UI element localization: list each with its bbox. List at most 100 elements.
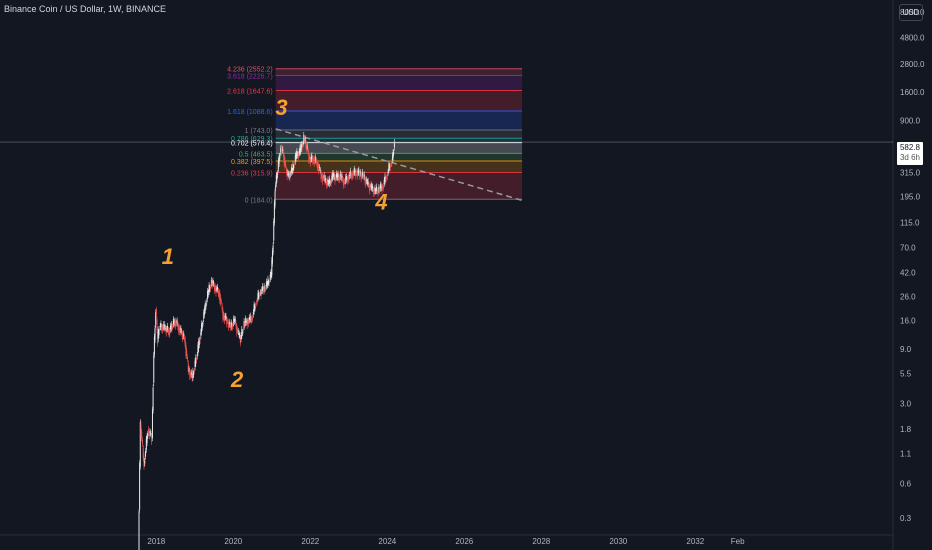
candle-body bbox=[253, 304, 255, 312]
candle-body bbox=[216, 288, 218, 290]
candle-body bbox=[278, 155, 280, 164]
y-tick-label: 5.5 bbox=[900, 370, 912, 379]
candle-body bbox=[307, 150, 309, 152]
candle-body bbox=[226, 319, 228, 325]
candle-body bbox=[195, 357, 197, 364]
candle-body bbox=[178, 327, 180, 332]
fib-level-label: 4.236 (2552.2) bbox=[227, 67, 273, 74]
candle-body bbox=[151, 409, 153, 439]
fib-zone bbox=[275, 161, 523, 173]
candle-body bbox=[255, 302, 257, 304]
y-tick-label: 1600.0 bbox=[900, 88, 925, 97]
candle-body bbox=[386, 177, 388, 179]
candle-body bbox=[349, 170, 351, 176]
candle-body bbox=[328, 183, 330, 184]
candle-body bbox=[152, 387, 154, 411]
candle-body bbox=[389, 165, 391, 168]
x-tick-label: 2026 bbox=[455, 537, 473, 546]
candle-body bbox=[314, 159, 316, 162]
candle-body bbox=[275, 175, 277, 184]
candle-body bbox=[392, 152, 394, 159]
wave-label: 4 bbox=[374, 189, 387, 214]
candle-body bbox=[178, 325, 180, 332]
candle-body bbox=[228, 323, 230, 325]
candle-body bbox=[222, 310, 224, 320]
candle-body bbox=[342, 178, 344, 180]
candle-body bbox=[309, 159, 311, 164]
candle-body bbox=[364, 178, 366, 183]
trendline bbox=[275, 128, 523, 202]
candle-body bbox=[338, 177, 340, 180]
candle-body bbox=[207, 290, 209, 299]
x-tick-label: Feb bbox=[731, 537, 745, 546]
candle-body bbox=[300, 146, 302, 152]
candle-body bbox=[190, 372, 192, 377]
fib-level-label: 0.702 (576.4) bbox=[231, 141, 273, 148]
currency-button[interactable]: USD bbox=[899, 4, 923, 21]
candle-body bbox=[329, 182, 331, 184]
x-tick-label: 2022 bbox=[301, 537, 319, 546]
candle-body bbox=[244, 323, 246, 326]
candle-body bbox=[151, 436, 153, 442]
candle-body bbox=[310, 157, 312, 160]
candle-body bbox=[261, 289, 263, 292]
candle-body bbox=[231, 325, 233, 328]
candle-body bbox=[291, 170, 293, 172]
candle-body bbox=[164, 328, 166, 329]
candle-body bbox=[297, 154, 299, 156]
candle-body bbox=[358, 169, 360, 173]
candle-body bbox=[141, 439, 143, 444]
candle-body bbox=[340, 176, 342, 180]
candle-body bbox=[369, 185, 371, 192]
fib-level-label: 0.236 (315.9) bbox=[231, 170, 273, 177]
candle-body bbox=[324, 179, 326, 183]
candle-body bbox=[312, 158, 314, 162]
candle-body bbox=[342, 179, 344, 186]
candle-body bbox=[217, 286, 219, 290]
candle-body bbox=[221, 305, 223, 310]
candle-body bbox=[316, 162, 318, 168]
candle-body bbox=[149, 431, 151, 433]
candle-body bbox=[180, 328, 182, 331]
candle-body bbox=[203, 308, 205, 315]
candle-body bbox=[329, 178, 331, 185]
candle-body bbox=[331, 175, 333, 180]
candle-body bbox=[199, 340, 201, 342]
x-tick-label: 2030 bbox=[609, 537, 627, 546]
candle-body bbox=[281, 148, 283, 151]
candle-body bbox=[161, 327, 163, 330]
candle-body bbox=[144, 460, 146, 464]
candle-body bbox=[167, 325, 169, 330]
candle-body bbox=[175, 320, 177, 327]
fib-level-label: 0 (184.0) bbox=[245, 197, 273, 204]
candle-body bbox=[346, 178, 348, 182]
candle-body bbox=[176, 320, 178, 324]
fib-zone bbox=[275, 129, 523, 139]
candle-body bbox=[141, 431, 143, 439]
candle-body bbox=[249, 315, 251, 320]
candle-body bbox=[193, 371, 195, 372]
candle-body bbox=[354, 170, 356, 173]
candle-body bbox=[356, 172, 358, 177]
candle-body bbox=[201, 323, 203, 332]
candle-body bbox=[376, 190, 378, 192]
candle-body bbox=[155, 309, 157, 316]
candle-body bbox=[155, 312, 157, 325]
candle-body bbox=[282, 148, 284, 151]
y-tick-label: 1.1 bbox=[900, 449, 912, 458]
last-price-value: 582.8 bbox=[899, 143, 921, 152]
candle-body bbox=[326, 181, 328, 185]
y-tick-label: 900.0 bbox=[900, 116, 921, 125]
candle-body bbox=[168, 330, 170, 335]
candle-body bbox=[273, 221, 275, 241]
candle-body bbox=[360, 174, 362, 180]
candle-body bbox=[297, 154, 299, 159]
candle-body bbox=[142, 447, 144, 459]
candle-body bbox=[212, 280, 214, 283]
candle-body bbox=[289, 175, 291, 179]
candle-body bbox=[230, 322, 232, 328]
candle-body bbox=[242, 331, 244, 334]
candle-body bbox=[366, 181, 368, 183]
candle-body bbox=[210, 279, 212, 285]
